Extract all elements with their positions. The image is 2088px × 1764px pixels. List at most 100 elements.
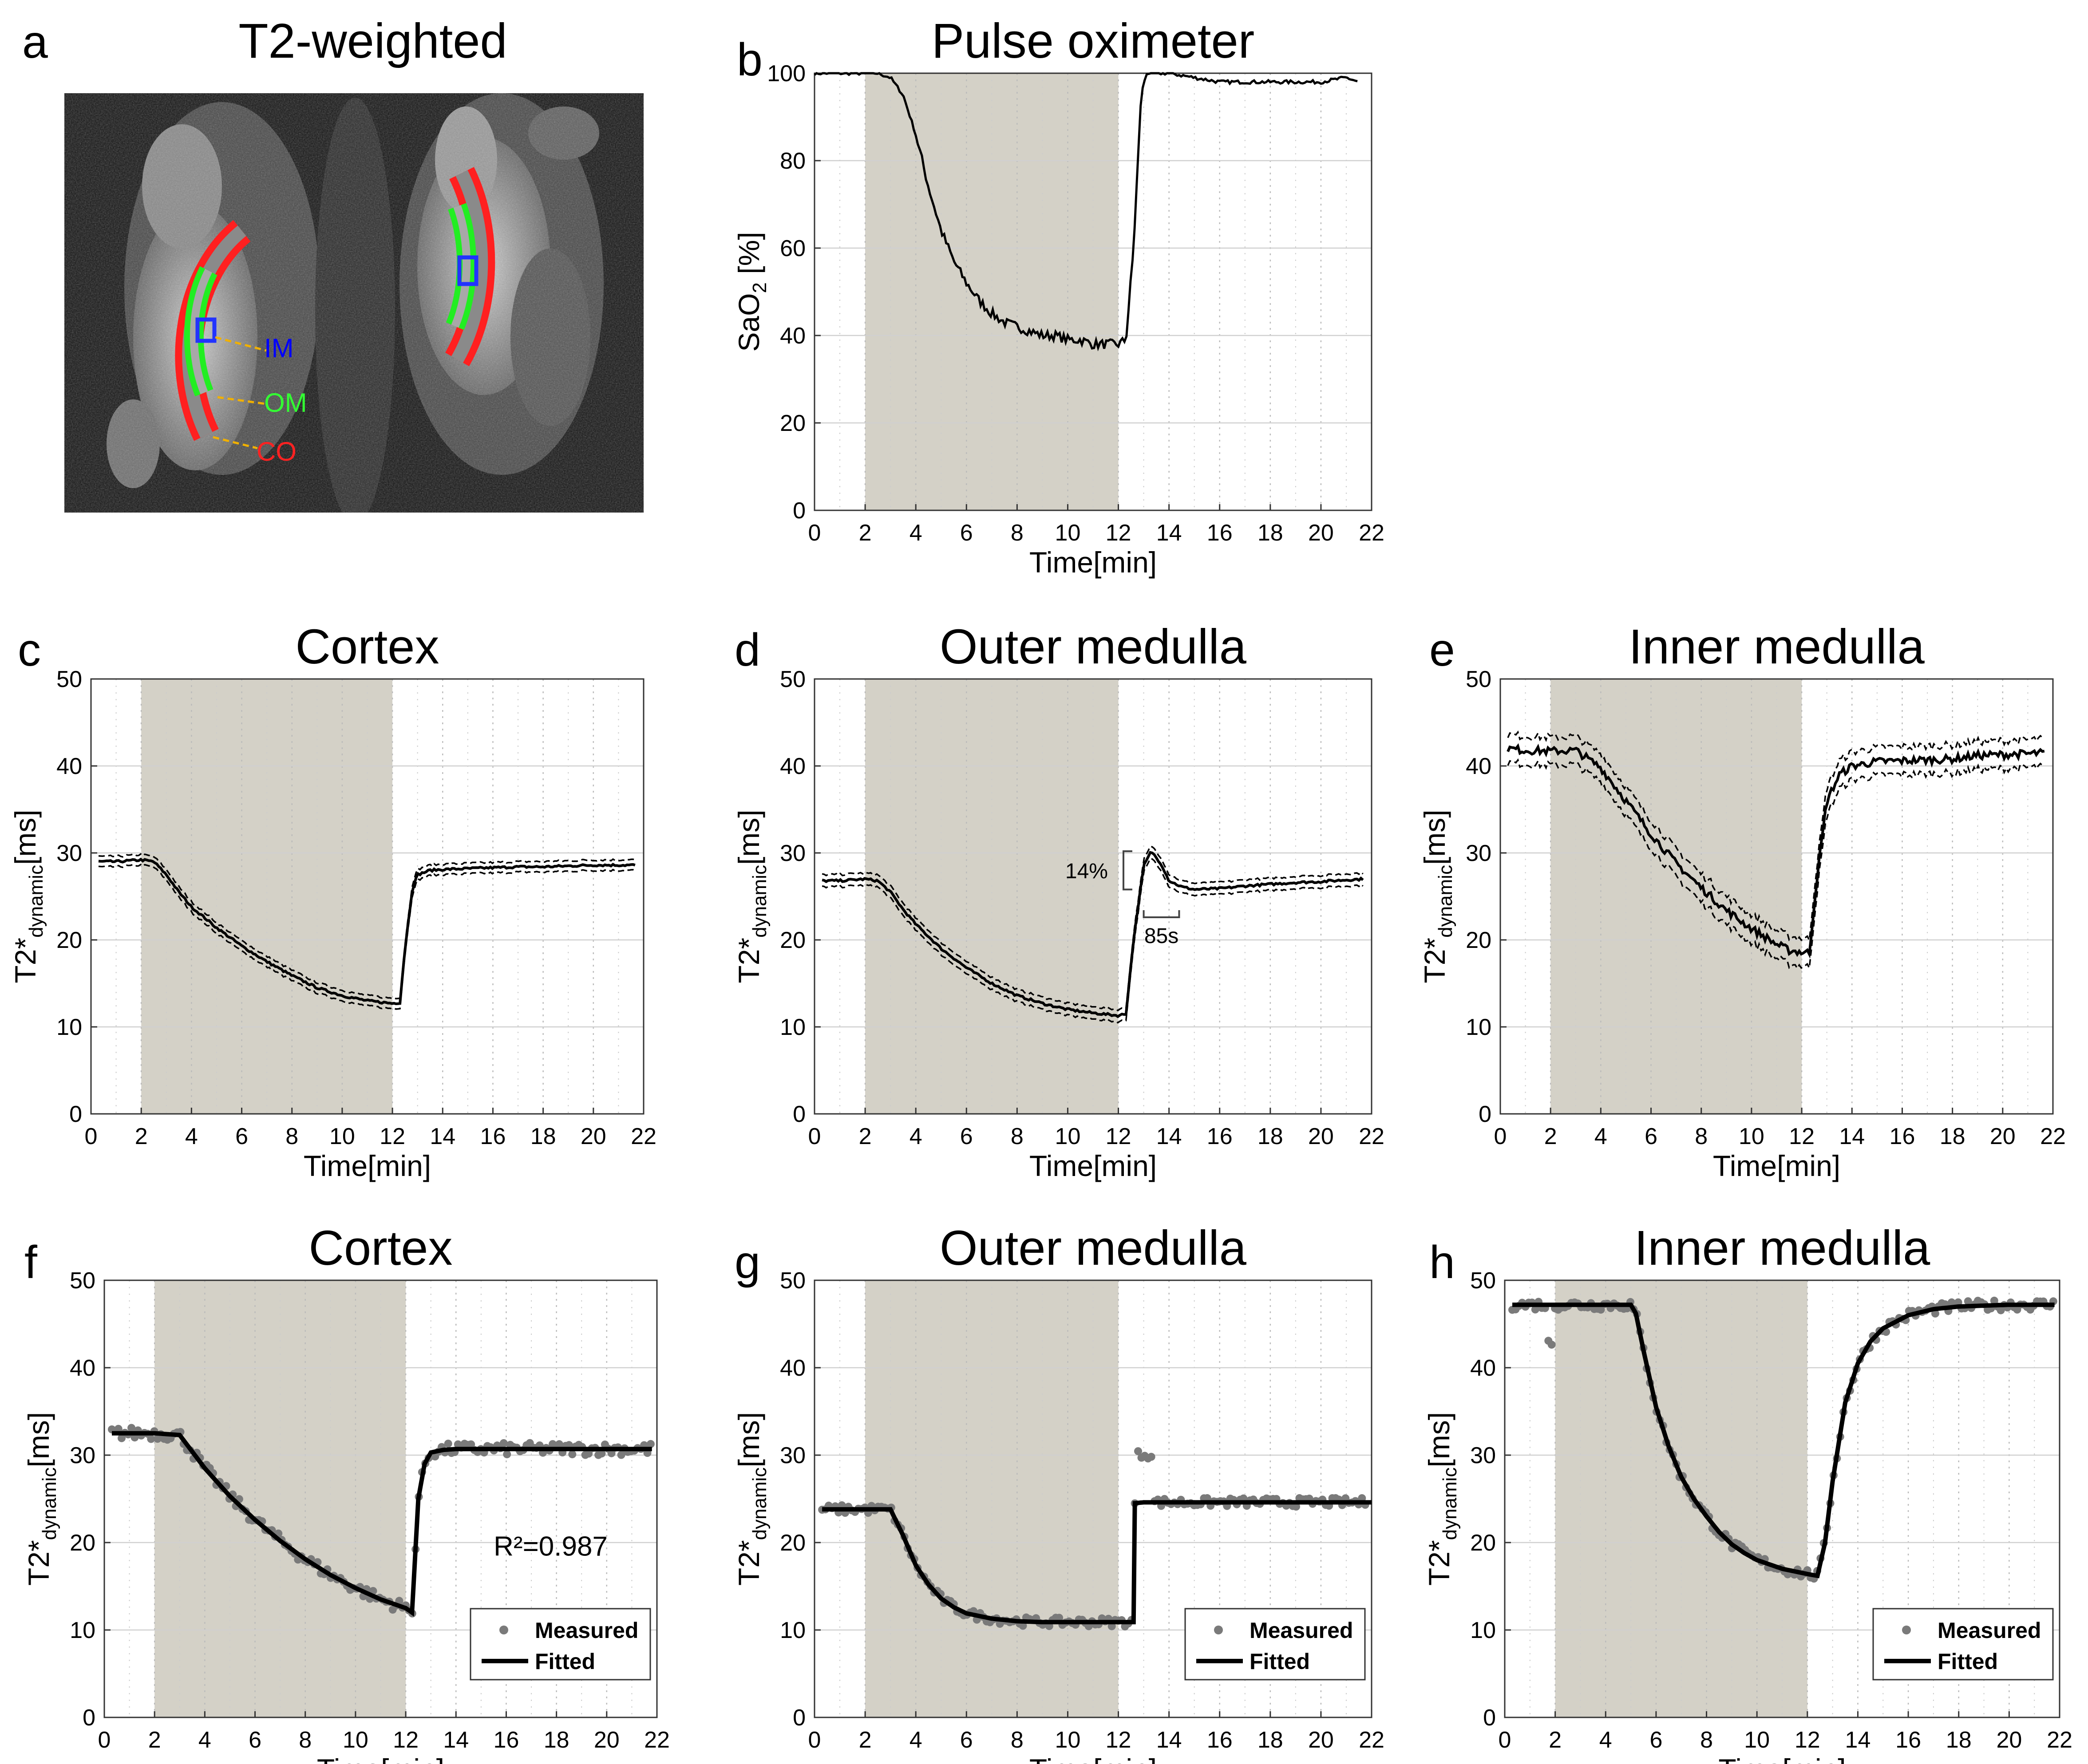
x-tick-label: 10 xyxy=(343,1727,368,1753)
hypoxia-shade-g xyxy=(865,1280,1119,1717)
measured-point xyxy=(597,1449,606,1458)
x-tick-label: 14 xyxy=(1839,1124,1865,1149)
y-tick-label: 40 xyxy=(56,754,82,779)
time-annotation: 85s xyxy=(1144,924,1178,948)
x-tick-label: 14 xyxy=(1156,520,1182,546)
y-tick-label: 0 xyxy=(793,1705,806,1731)
y-tick-label: 0 xyxy=(1479,1101,1491,1127)
measured-point xyxy=(1547,1341,1556,1349)
axes-frame-d xyxy=(814,678,1372,1115)
chart-title-d: Outer medulla xyxy=(940,620,1247,674)
y-label-sub: dynamic xyxy=(1439,1468,1461,1540)
measured-point xyxy=(1019,1622,1027,1630)
x-tick-label: 20 xyxy=(1308,1727,1334,1753)
x-tick-label: 18 xyxy=(530,1124,556,1149)
x-tick-label: 20 xyxy=(1996,1727,2022,1753)
x-tick-label: 18 xyxy=(1946,1727,1972,1753)
x-axis-label: Time[min] xyxy=(317,1753,444,1764)
series-line-SaO2 xyxy=(814,72,1358,351)
chart-panel-g: 0 2 4 6 8 10 12 14 16 18 20 22 0 10 20 30 40 50 Time[min] T… xyxy=(732,1221,1384,1764)
x-tick-label: 8 xyxy=(285,1124,298,1149)
series-line-mean xyxy=(822,851,1364,1018)
axes-frame-b xyxy=(814,72,1372,511)
x-tick-label: 12 xyxy=(1106,1727,1131,1753)
x-tick-label: 12 xyxy=(380,1124,405,1149)
y-tick-label: 0 xyxy=(1483,1705,1496,1731)
y-label-main: T2* xyxy=(1423,1540,1455,1586)
y-tick-label: 10 xyxy=(1470,1618,1496,1643)
x-tick-label: 12 xyxy=(393,1727,419,1753)
measured-point xyxy=(1292,1503,1300,1511)
x-tick-label: 6 xyxy=(1645,1124,1657,1149)
y-tick-label: 50 xyxy=(1470,1268,1496,1294)
x-tick-label: 22 xyxy=(631,1124,656,1149)
x-tick-label: 18 xyxy=(1258,1727,1283,1753)
x-tick-label: 0 xyxy=(1499,1727,1511,1753)
x-tick-label: 10 xyxy=(1055,1727,1081,1753)
fitted-line xyxy=(822,1500,1372,1625)
measured-point xyxy=(646,1440,655,1448)
y-tick-label: 30 xyxy=(1466,841,1491,866)
x-tick-label: 2 xyxy=(859,520,872,546)
x-tick-label: 20 xyxy=(594,1727,620,1753)
x-tick-label: 16 xyxy=(494,1727,519,1753)
y-tick-label: 50 xyxy=(780,667,806,692)
x-tick-label: 12 xyxy=(1795,1727,1820,1753)
y-label-sub: dynamic xyxy=(1435,865,1456,938)
y-label-main: T2* xyxy=(732,1540,765,1586)
x-tick-label: 20 xyxy=(581,1124,606,1149)
legend-box xyxy=(470,1608,651,1681)
y-tick-label: 0 xyxy=(793,498,806,524)
x-tick-label: 10 xyxy=(1739,1124,1764,1149)
x-tick-label: 20 xyxy=(1308,1124,1334,1149)
y-tick-label: 20 xyxy=(780,410,806,436)
x-tick-label: 2 xyxy=(859,1124,872,1149)
x-axis-label: Time[min] xyxy=(1029,1149,1157,1182)
legend-measured-label: Measured xyxy=(1938,1618,2041,1643)
panel-letter-h: h xyxy=(1429,1237,1455,1288)
measured-point xyxy=(1990,1296,1998,1305)
x-tick-label: 0 xyxy=(808,1727,821,1753)
y-tick-label: 10 xyxy=(1466,1014,1491,1040)
chart-title-c: Cortex xyxy=(296,620,439,674)
legend-box xyxy=(1184,1608,1366,1681)
x-tick-label: 16 xyxy=(1890,1124,1915,1149)
x-tick-label: 22 xyxy=(644,1727,670,1753)
chart-title-b: Pulse oximeter xyxy=(932,14,1255,68)
y-tick-label: 10 xyxy=(780,1014,806,1040)
measured-point xyxy=(568,1450,577,1459)
x-tick-label: 22 xyxy=(1359,1124,1384,1149)
y-label-main: T2* xyxy=(1418,938,1451,983)
y-tick-label: 50 xyxy=(1466,667,1491,692)
x-tick-label: 6 xyxy=(249,1727,261,1753)
x-tick-label: 6 xyxy=(235,1124,248,1149)
legend-fitted-label: Fitted xyxy=(1250,1649,1310,1674)
axes-frame-c xyxy=(90,678,645,1115)
y-axis-label: T2*dynamic[ms] xyxy=(1423,1412,1461,1586)
x-tick-label: 8 xyxy=(1695,1124,1708,1149)
percent-bracket xyxy=(1122,850,1132,891)
upper-ci-line xyxy=(98,853,636,1000)
y-tick-label: 10 xyxy=(56,1014,82,1040)
y-label-sub: dynamic xyxy=(749,865,771,938)
mri-title: T2-weighted xyxy=(238,14,507,68)
y-tick-label: 30 xyxy=(1470,1443,1496,1468)
y-tick-label: 40 xyxy=(780,754,806,779)
x-tick-label: 22 xyxy=(1359,520,1384,546)
y-tick-label: 40 xyxy=(1466,754,1491,779)
y-tick-label: 0 xyxy=(69,1101,82,1127)
x-tick-label: 18 xyxy=(1258,520,1283,546)
y-axis-label: T2*dynamic[ms] xyxy=(1418,809,1456,983)
measured-point xyxy=(444,1440,452,1448)
mri-label-co: CO xyxy=(257,437,297,466)
axes-frame-h xyxy=(1504,1279,2060,1718)
x-axis-label: Time[min] xyxy=(1718,1753,1846,1764)
panel-letter-b: b xyxy=(737,34,763,86)
x-tick-label: 14 xyxy=(430,1124,455,1149)
y-axis-label: T2*dynamic[ms] xyxy=(9,809,47,983)
lower-ci-line xyxy=(1507,758,2045,971)
chart-panel-f: 0 2 4 6 8 10 12 14 16 18 20 22 0 10 20 30 40 50 Time[min] T… xyxy=(22,1221,670,1764)
y-tick-label: 50 xyxy=(56,667,82,692)
measured-point xyxy=(503,1450,511,1459)
